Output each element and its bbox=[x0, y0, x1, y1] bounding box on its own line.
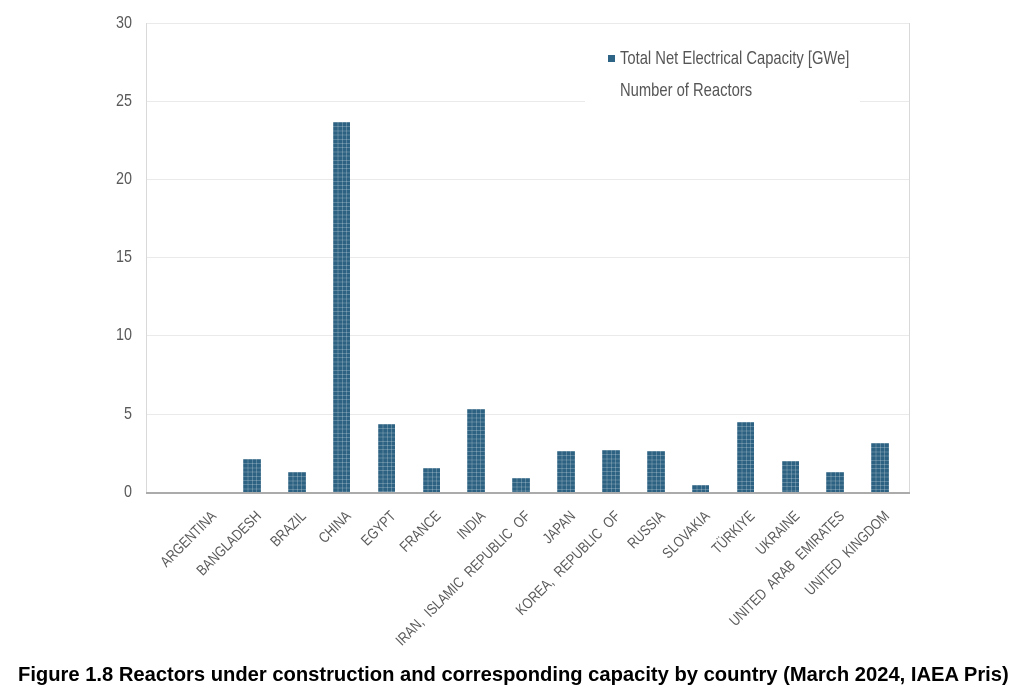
svg-text:TÜRKIYE: TÜRKIYE bbox=[707, 506, 758, 557]
svg-text:EGYPT: EGYPT bbox=[358, 507, 399, 548]
svg-text:CHINA: CHINA bbox=[315, 507, 354, 546]
svg-text:FRANCE: FRANCE bbox=[396, 508, 443, 555]
svg-text:UNITED KINGDOM: UNITED KINGDOM bbox=[802, 508, 893, 599]
svg-text:INDIA: INDIA bbox=[454, 507, 489, 542]
svg-text:RUSSIA: RUSSIA bbox=[624, 507, 668, 551]
svg-text:BRAZIL: BRAZIL bbox=[267, 507, 309, 549]
svg-text:JAPAN: JAPAN bbox=[539, 508, 578, 547]
svg-text:SLOVAKIA: SLOVAKIA bbox=[659, 507, 713, 561]
